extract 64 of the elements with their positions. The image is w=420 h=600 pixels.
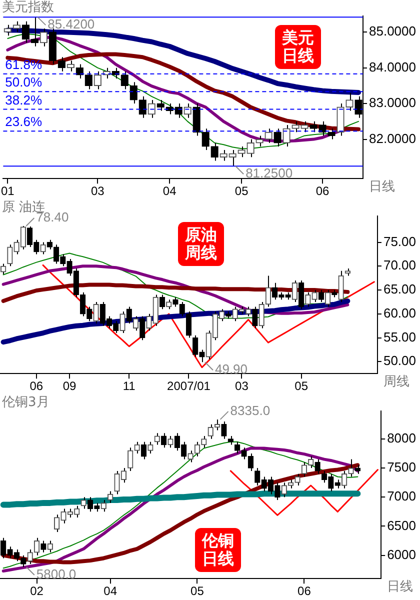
y-tick-label: 83.0000	[369, 95, 416, 110]
x-tick-label: 03	[90, 184, 105, 198]
candlestick	[220, 150, 228, 162]
annotation: 美元日线	[275, 25, 321, 69]
annotation: 61.8%	[5, 56, 42, 72]
candlestick	[336, 103, 344, 136]
annotation: 原油周线	[178, 222, 224, 266]
x-axis-title: 日线	[387, 579, 414, 594]
candlestick	[228, 150, 236, 167]
y-tick-label: 8000	[387, 430, 416, 446]
y-tick-label: 70.00	[383, 258, 416, 273]
y-tick-label: 6500	[387, 518, 416, 533]
annotation: 49.90	[214, 362, 248, 377]
x-tick-label: 06	[316, 184, 330, 198]
candlestick	[128, 447, 134, 472]
y-tick-label: 60.00	[383, 305, 416, 320]
candlestick	[40, 28, 48, 47]
x-tick-label: 04	[104, 584, 118, 598]
x-tick-label: 04	[162, 184, 177, 198]
candlestick	[107, 490, 114, 504]
y-tick-label: 65.00	[383, 282, 416, 297]
annotation: 23.6%	[5, 114, 42, 130]
x-tick-label: 11	[122, 379, 136, 394]
x-tick-label: 03	[235, 379, 249, 394]
x-axis-title: 周线	[383, 374, 410, 390]
annotation: 5800.0	[36, 566, 76, 582]
candlestick	[4, 24, 12, 36]
x-tick-label: 01	[0, 184, 15, 198]
x-tick-label: 05	[294, 379, 308, 394]
y-tick-label: 84.0000	[369, 59, 416, 74]
candlestick	[256, 135, 264, 147]
y-tick-label: 82.0000	[369, 130, 416, 146]
x-axis-title: 日线	[369, 179, 396, 194]
x-tick-label: 05	[234, 184, 249, 198]
annotation: 85.4200	[48, 16, 95, 32]
annotation: 50.0%	[5, 74, 42, 90]
y-tick-label: 7500	[387, 460, 416, 475]
candlestick	[12, 20, 20, 33]
annotation: 伦铜日线	[195, 528, 241, 572]
y-tick-label: 85.0000	[369, 24, 416, 39]
candlestick	[310, 120, 318, 133]
candlestick	[264, 128, 272, 144]
y-tick-label: 55.00	[383, 329, 416, 344]
chart-title: 伦铜3月	[2, 395, 50, 410]
annotation: 38.2%	[5, 92, 42, 108]
x-tick-label: 06	[298, 584, 312, 598]
y-tick-label: 7000	[387, 488, 416, 504]
y-tick-label: 50.00	[383, 353, 416, 368]
x-tick-label: 05	[190, 584, 204, 598]
y-tick-label: 6000	[387, 546, 416, 562]
chart-title: 美元指数	[2, 0, 54, 15]
candlestick	[282, 124, 290, 147]
candlestick	[346, 92, 354, 112]
candlestick	[294, 473, 300, 486]
x-tick-label: 02	[30, 584, 44, 598]
annotation: 81.2500	[246, 166, 293, 181]
candlestick	[292, 120, 300, 133]
x-tick-label: 06	[30, 379, 44, 394]
candlestick	[300, 120, 308, 133]
x-tick-label: 2007/01	[167, 379, 211, 394]
y-tick-label: 75.00	[383, 234, 416, 249]
x-tick-label: 09	[62, 379, 77, 394]
candlestick	[238, 146, 246, 158]
annotation: 8335.0	[230, 403, 270, 418]
